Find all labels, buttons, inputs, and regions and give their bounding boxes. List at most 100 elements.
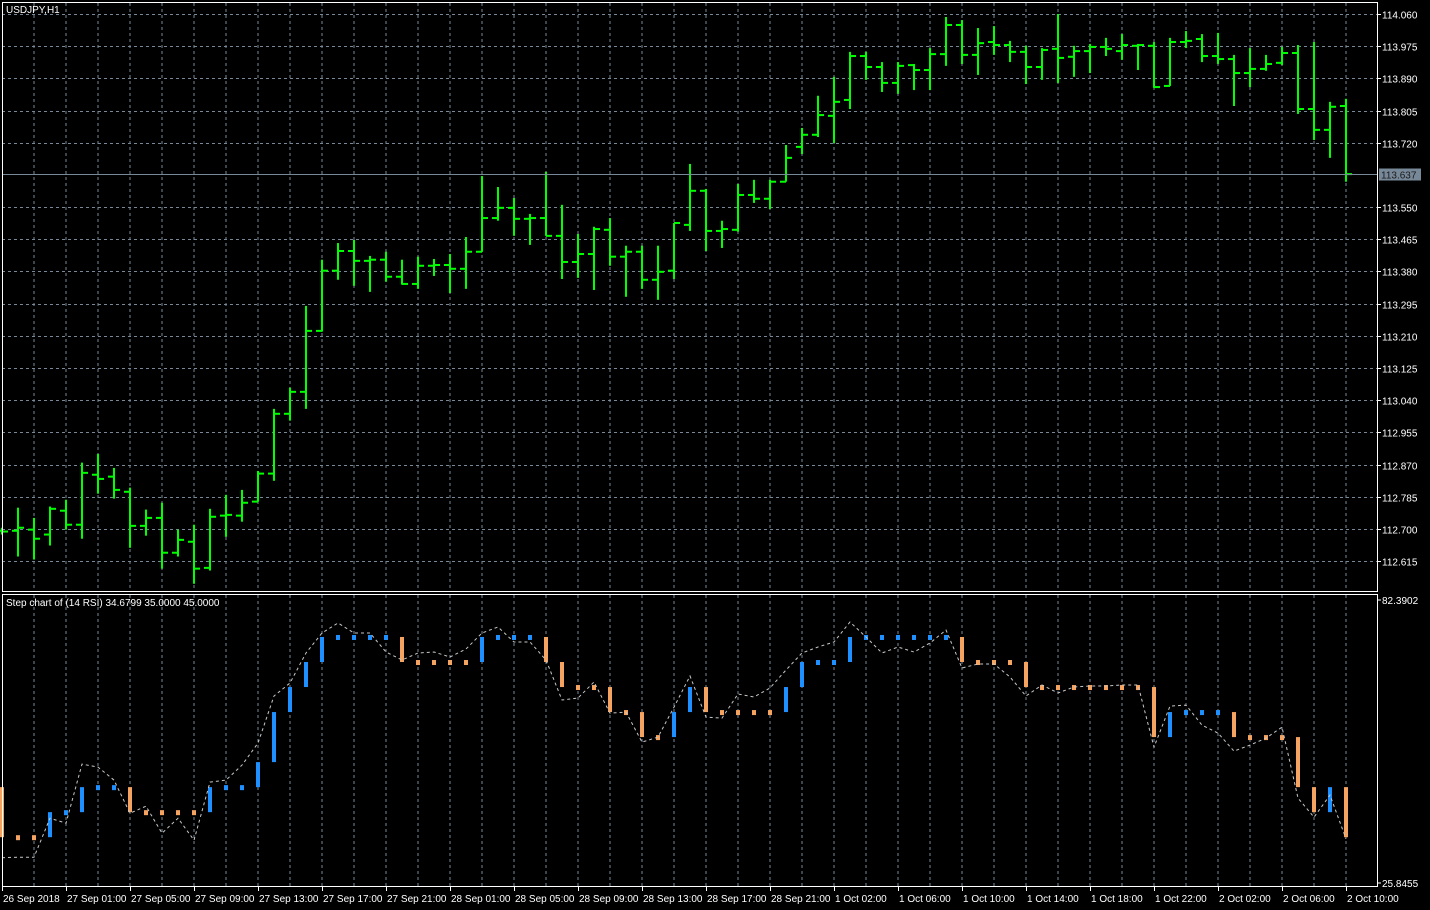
step-marker xyxy=(976,660,980,666)
time-label: 1 Oct 02:00 xyxy=(835,894,887,905)
time-axis: 26 Sep 2018 27 Sep 01:00 27 Sep 05:00 27 Se… xyxy=(2,886,1399,905)
step-marker xyxy=(1136,685,1140,691)
step-bar-down xyxy=(544,636,548,663)
price-bar xyxy=(684,163,696,231)
rsi-line xyxy=(1,621,1347,859)
price-bar xyxy=(748,179,760,203)
price-bar xyxy=(1292,45,1304,114)
price-bar xyxy=(1212,32,1224,64)
time-label: 27 Sep 01:00 xyxy=(67,894,127,905)
step-marker xyxy=(1200,710,1204,716)
panel-frames xyxy=(2,2,1378,887)
step-bar-up xyxy=(48,812,52,838)
price-bar xyxy=(908,63,920,91)
time-label: 1 Oct 18:00 xyxy=(1091,894,1143,905)
price-bar xyxy=(924,48,936,91)
price-bars xyxy=(0,14,1352,584)
price-bar xyxy=(988,26,1000,55)
step-marker xyxy=(240,785,244,791)
step-marker xyxy=(224,785,228,791)
price-bar xyxy=(1324,101,1336,158)
step-bar-down xyxy=(1232,712,1236,738)
rsi-panel-border xyxy=(2,594,1378,887)
step-marker xyxy=(192,810,196,816)
rsi-step-chart xyxy=(0,621,1348,859)
price-bar xyxy=(252,470,264,503)
step-bar-up xyxy=(208,787,212,813)
price-bar xyxy=(1196,34,1208,63)
price-bar xyxy=(1228,54,1240,106)
time-label: 2 Oct 10:00 xyxy=(1347,894,1399,905)
price-bar xyxy=(28,517,40,560)
price-bar xyxy=(476,176,488,253)
time-label: 28 Sep 05:00 xyxy=(515,894,575,905)
price-bar xyxy=(1036,48,1048,80)
price-label: 112.785 xyxy=(1382,494,1418,505)
step-marker xyxy=(144,810,148,816)
step-marker xyxy=(1008,660,1012,666)
step-marker xyxy=(368,634,372,640)
step-marker xyxy=(592,685,596,691)
step-marker xyxy=(384,634,388,640)
price-bar xyxy=(1020,45,1032,85)
step-marker xyxy=(896,634,900,640)
price-bar xyxy=(556,204,568,280)
step-bar-up xyxy=(688,687,692,713)
price-bar xyxy=(1180,31,1192,49)
price-label: 113.465 xyxy=(1382,236,1418,247)
price-bar xyxy=(412,256,424,289)
time-label: 28 Sep 09:00 xyxy=(579,894,639,905)
step-bar-down xyxy=(128,787,132,813)
price-bar xyxy=(316,259,328,332)
price-bar xyxy=(636,245,648,289)
time-label: 26 Sep 2018 xyxy=(3,894,60,905)
symbol-label: USDJPY,H1 xyxy=(6,5,60,16)
price-label: 113.125 xyxy=(1382,365,1418,376)
price-bar xyxy=(92,453,104,494)
step-bar-up xyxy=(256,762,260,788)
price-bar xyxy=(348,240,360,286)
step-bar-up xyxy=(80,787,84,813)
step-bar-down xyxy=(400,636,404,663)
step-bar-down xyxy=(608,687,612,713)
step-marker xyxy=(176,810,180,816)
step-marker xyxy=(1248,735,1252,741)
price-label: 113.295 xyxy=(1382,301,1418,312)
step-marker xyxy=(432,660,436,666)
price-bar xyxy=(812,95,824,138)
main-panel-border xyxy=(2,2,1378,592)
step-bar-down xyxy=(560,662,564,688)
price-bar xyxy=(60,499,72,530)
price-bar xyxy=(1276,46,1288,66)
step-bar-down xyxy=(1312,787,1316,813)
price-bar xyxy=(1132,43,1144,71)
price-bar xyxy=(108,467,120,499)
price-bar xyxy=(76,462,88,539)
price-bar xyxy=(620,245,632,297)
price-bar xyxy=(844,51,856,110)
price-bar xyxy=(540,171,552,237)
step-bar-up xyxy=(848,636,852,663)
price-bar xyxy=(1052,14,1064,83)
price-bar xyxy=(780,144,792,183)
step-bar-up xyxy=(304,662,308,688)
price-label: 112.870 xyxy=(1382,462,1418,473)
price-bar xyxy=(220,494,232,537)
step-marker xyxy=(496,634,500,640)
price-bar xyxy=(364,255,376,292)
time-label: 1 Oct 10:00 xyxy=(963,894,1015,905)
step-bar-down xyxy=(1344,787,1348,838)
price-bar xyxy=(188,524,200,584)
time-label: 2 Oct 06:00 xyxy=(1283,894,1335,905)
price-label: 113.975 xyxy=(1382,43,1418,54)
price-bar xyxy=(1100,37,1112,57)
price-bar xyxy=(732,183,744,232)
step-marker xyxy=(656,735,660,741)
price-bar xyxy=(1148,42,1160,89)
step-bar-down xyxy=(1152,687,1156,738)
step-marker xyxy=(944,634,948,640)
price-label: 112.700 xyxy=(1382,526,1418,537)
price-bar xyxy=(940,17,952,66)
price-bar xyxy=(1116,34,1128,60)
